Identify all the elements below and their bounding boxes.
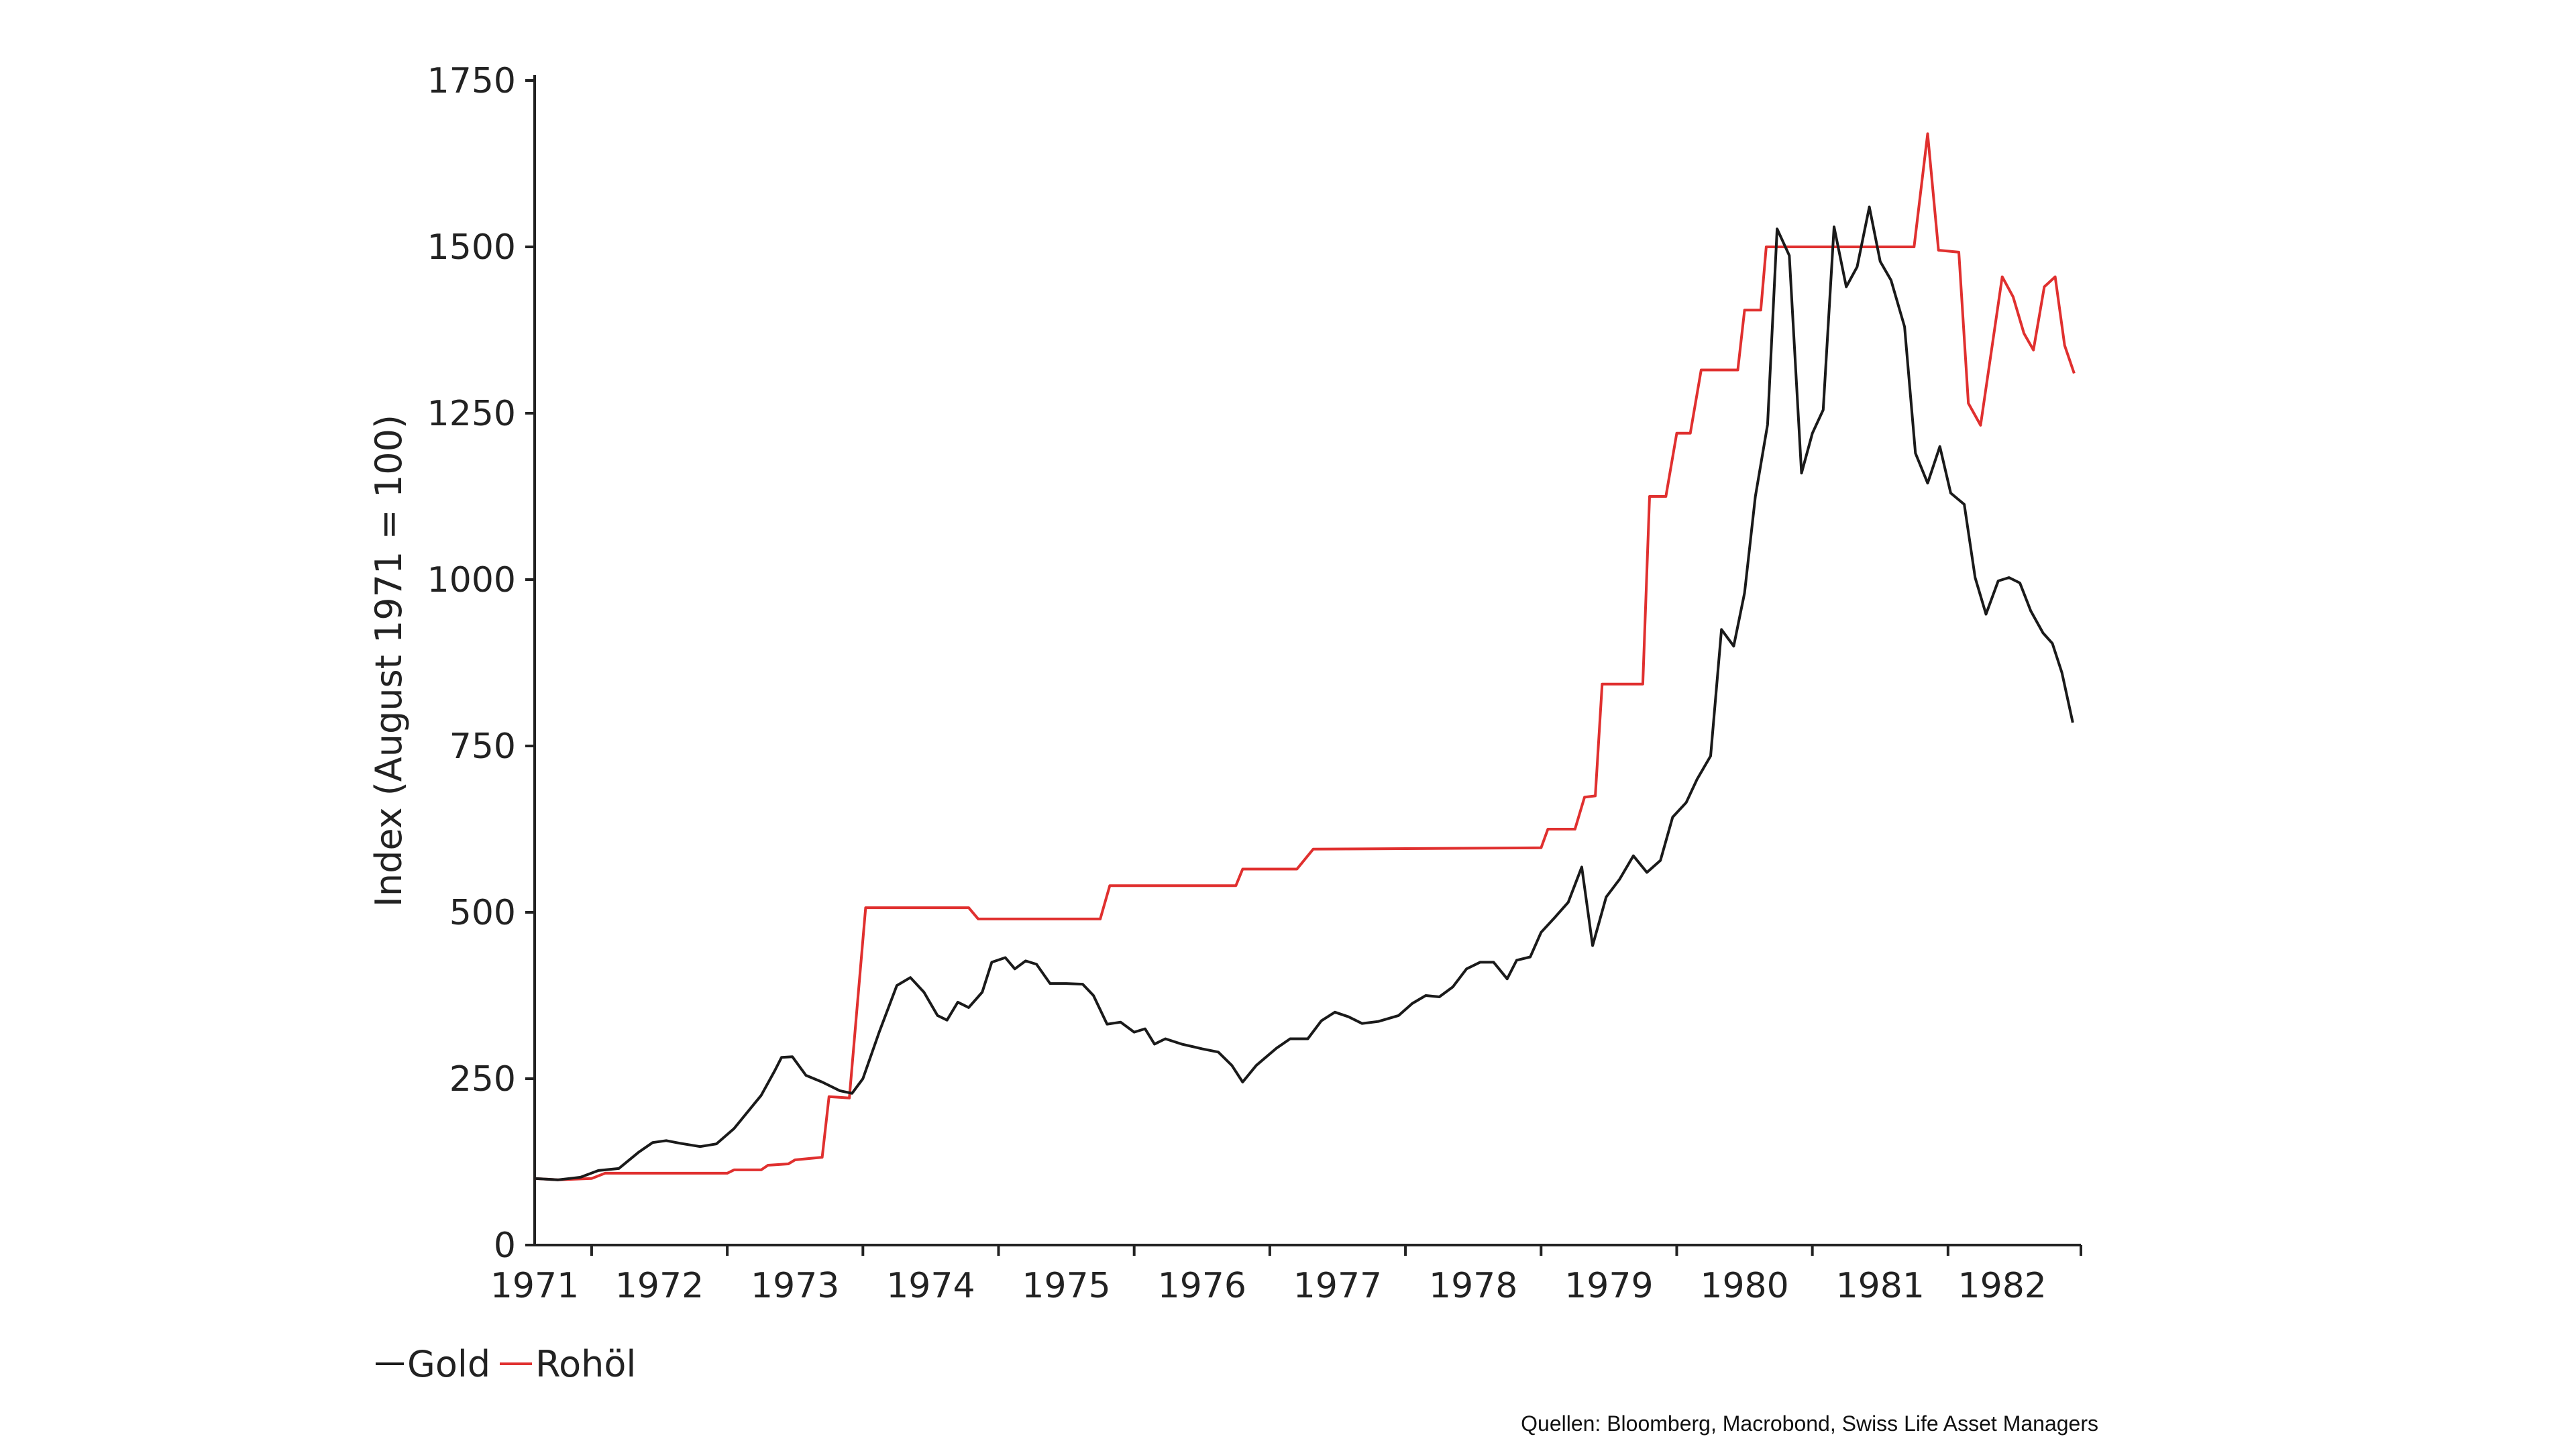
x-tick-label: 1978 (1429, 1266, 1517, 1306)
y-ticks: 0 250 500 750 1000 1250 1500 1750 (427, 61, 535, 1266)
y-tick-label: 250 (449, 1059, 516, 1099)
legend: Gold Rohöl (376, 1343, 636, 1385)
x-tick-label: 1975 (1022, 1266, 1110, 1306)
y-tick-label: 1250 (427, 394, 516, 434)
y-tick-label: 1500 (427, 227, 516, 268)
y-axis-title: Index (August 1971 = 100) (368, 415, 410, 907)
x-tick-label: 1974 (886, 1266, 975, 1306)
x-tick-label: 1979 (1564, 1266, 1653, 1306)
x-tick-label: 1977 (1293, 1266, 1382, 1306)
y-axis: 0 250 500 750 1000 1250 1500 1750 (427, 61, 536, 1266)
y-tick-label: 0 (494, 1226, 516, 1266)
x-ticks: 1971 1972 1973 1974 1975 1976 1977 1978 1979 1980… (490, 1245, 2082, 1306)
y-tick-label: 1000 (427, 560, 516, 600)
y-tick-label: 1750 (427, 61, 516, 101)
x-axis: 1971 1972 1973 1974 1975 1976 1977 1978 1979 1980… (490, 1244, 2082, 1306)
x-tick-label: 1972 (615, 1266, 704, 1306)
x-tick-label: 1971 (490, 1266, 579, 1306)
source-note: Quellen: Bloomberg, Macrobond, Swiss Lif… (1521, 1411, 2098, 1436)
x-tick-label: 1973 (751, 1266, 839, 1306)
series-line-gold (534, 205, 2074, 1181)
series-layer (534, 132, 2076, 1181)
legend-gold-label: Gold (407, 1343, 490, 1385)
y-tick-label: 750 (449, 727, 516, 767)
x-tick-label: 1976 (1158, 1266, 1246, 1306)
y-tick-label: 500 (449, 893, 516, 933)
legend-oil-label: Rohöl (535, 1343, 636, 1385)
x-tick-label: 1980 (1700, 1266, 1788, 1306)
x-tick-label: 1981 (1836, 1266, 1925, 1306)
x-tick-label: 1982 (1958, 1266, 2047, 1306)
series-line-oil (534, 132, 2076, 1181)
